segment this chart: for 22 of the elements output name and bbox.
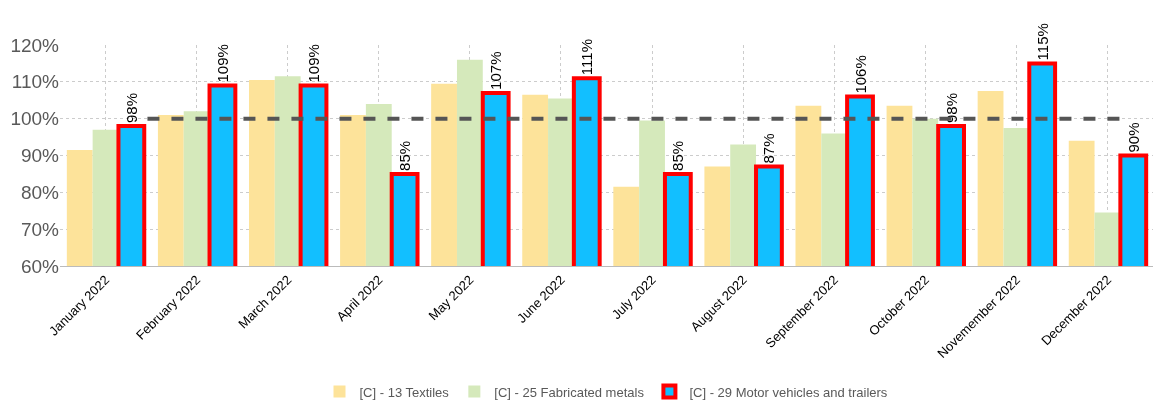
y-tick-label: 110%	[11, 71, 60, 93]
data-label: 109%	[213, 44, 231, 83]
data-label: 85%	[669, 140, 687, 171]
y-tick-label: 80%	[20, 181, 60, 203]
legend-label: [C] - 13 Textiles	[359, 384, 450, 400]
data-label: 107%	[487, 51, 505, 90]
data-label: 85%	[396, 140, 414, 171]
y-tick-label: 60%	[20, 255, 60, 277]
legend-label: [C] - 29 Motor vehicles and trailers	[689, 384, 888, 400]
y-tick-label: 100%	[10, 108, 60, 130]
data-label: 98%	[122, 93, 140, 124]
y-tick-label: 70%	[20, 218, 60, 240]
data-label: 106%	[851, 55, 869, 94]
data-label: 87%	[760, 133, 778, 164]
y-tick-label: 120%	[10, 34, 60, 56]
data-label: 109%	[305, 44, 323, 83]
data-label: 98%	[942, 93, 960, 124]
data-label: 115%	[1033, 23, 1051, 61]
legend-label: [C] - 25 Fabricated metals	[494, 384, 645, 400]
data-label: 90%	[1124, 122, 1142, 153]
y-tick-label: 90%	[20, 145, 60, 167]
data-label: 111%	[578, 39, 596, 76]
